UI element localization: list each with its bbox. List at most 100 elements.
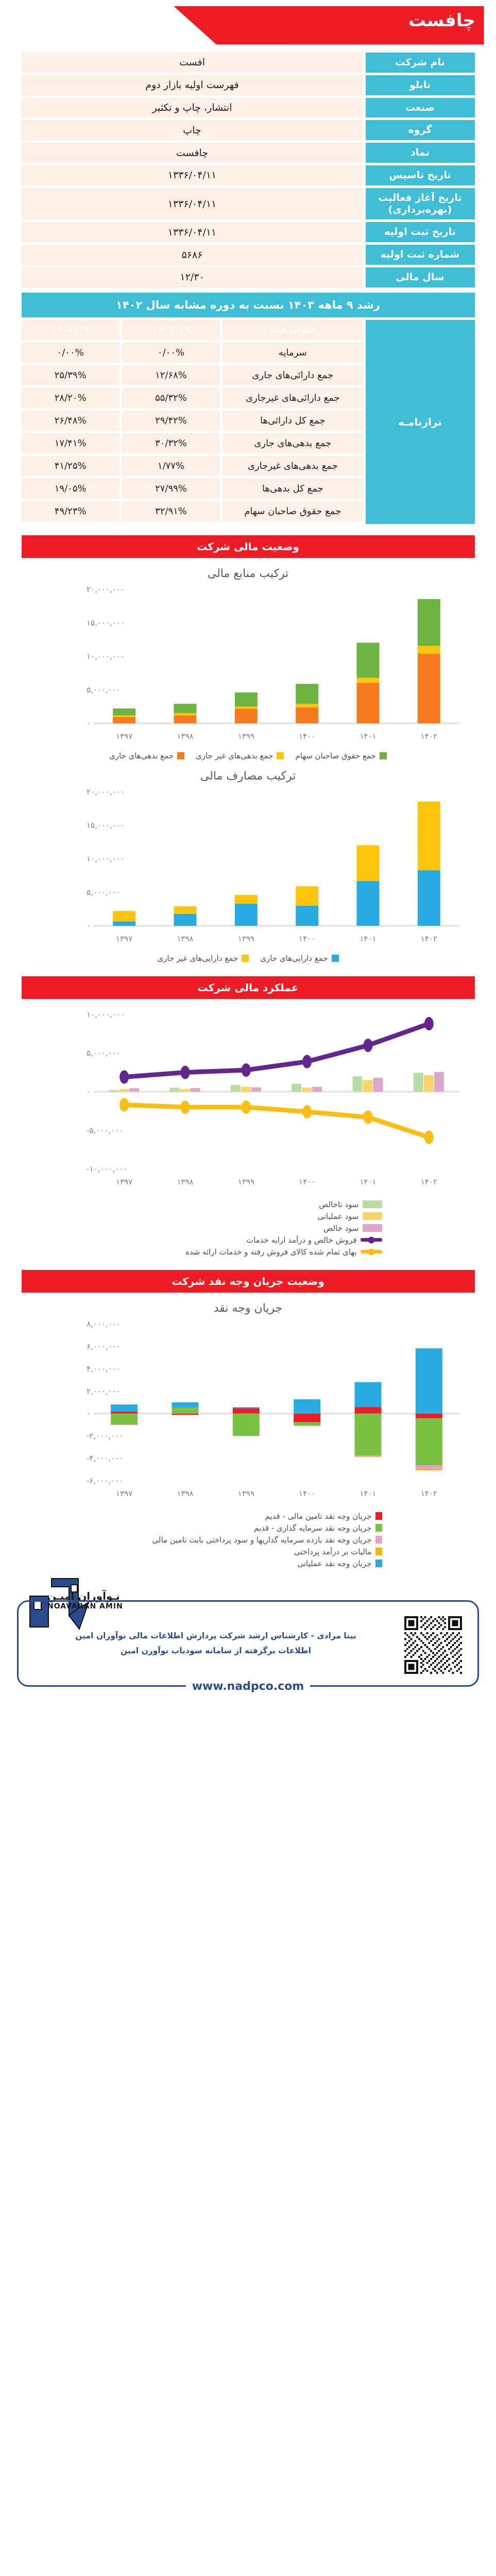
info-value: ۱۳۳۶/۰۴/۱۱: [21, 188, 363, 220]
svg-text:۱۳۹۸: ۱۳۹۸: [177, 934, 193, 943]
row-value-1402: ۲۸/۲۰%: [21, 387, 119, 408]
table-row: نماد چافست: [21, 143, 475, 163]
col-header-1402: ۱۴۰۲/۰۹: [21, 319, 119, 340]
svg-text:۲۰,۰۰۰,۰۰۰: ۲۰,۰۰۰,۰۰۰: [87, 585, 125, 594]
info-value: ۵۶۸۶: [21, 245, 363, 265]
svg-text:۱۴۰۱: ۱۴۰۱: [360, 1489, 376, 1498]
legend-label: مالیات بر درآمد پرداختی: [294, 1547, 372, 1556]
legend-item: جمع بدهی‌های غیر جاری: [196, 751, 284, 760]
legend-item: سود عملیاتی: [114, 1212, 382, 1221]
footer-card: بیتا مرادی - کارشناس ارشد شرکت پردازش اط…: [17, 1600, 479, 1693]
growth-table: ترازنامـه عنوان قلم ۱۴۰۳/۰۹ ۱۴۰۲/۰۹ سرما…: [21, 319, 475, 524]
info-label: نام شرکت: [365, 53, 475, 73]
legend-item: فروش خالص و درآمد ارایه خدمات: [114, 1235, 382, 1245]
svg-text:۱۴۰۱: ۱۴۰۱: [360, 732, 376, 741]
row-value-1402: ۱۹/۰۵%: [21, 478, 119, 499]
svg-text:۱۳۹۸: ۱۳۹۸: [177, 1177, 193, 1187]
legend-item: جریان وجه نقد سرمایه گذاری - قدیم: [114, 1523, 382, 1533]
chart-legend: سود ناخالص سود عملیاتی سود خالص فروش خال…: [16, 1196, 480, 1259]
section-banner-financial-position: وضعیت مالی شرکت: [21, 535, 475, 558]
legend-swatch: [362, 1212, 382, 1221]
svg-text:۱۰,۰۰۰,۰۰۰: ۱۰,۰۰۰,۰۰۰: [87, 1010, 125, 1019]
svg-text:۱۳۹۹: ۱۳۹۹: [237, 1489, 254, 1498]
table-row: نام شرکت افست: [21, 53, 475, 73]
svg-text:۰: ۰: [87, 921, 91, 930]
svg-text:۱۳۹۷: ۱۳۹۷: [116, 1177, 132, 1187]
svg-text:۰: ۰: [87, 1409, 91, 1418]
growth-banner: رشد ۹ ماهه ۱۴۰۳ نسبت به دوره مشابه سال ۱…: [21, 292, 475, 317]
legend-swatch: [375, 1560, 382, 1568]
company-info-table: نام شرکت افست تابلو فهرست اولیه بازار دو…: [21, 53, 475, 287]
svg-text:۱۳۹۷: ۱۳۹۷: [116, 934, 132, 943]
legend-label: سود عملیاتی: [317, 1211, 359, 1221]
legend-label: بهای تمام شده کالای فروش رفته و خدمات ار…: [185, 1247, 357, 1257]
info-value: ۱۳۳۶/۰۴/۱۱: [21, 165, 363, 185]
info-value: انتشار، چاپ و تکثیر: [21, 97, 363, 118]
info-label: نماد: [365, 143, 475, 163]
chart-cash-flow: جریان وجه نقد ۶,۰۰۰,۰۰۰- ۴,۰۰۰,۰۰۰- ۲,۰۰۰,…: [16, 1295, 480, 1570]
svg-text:۱۴۰۲: ۱۴۰۲: [420, 1489, 437, 1498]
legend-swatch: [177, 752, 185, 759]
svg-text:۱۵,۰۰۰,۰۰۰: ۱۵,۰۰۰,۰۰۰: [87, 821, 125, 830]
row-value-1402: ۱۷/۴۱%: [21, 433, 119, 453]
legend-item: سود ناخالص: [114, 1200, 382, 1209]
table-row: جمع بدهی‌های غیرجاری ۱/۷۷% ۴۱/۲۵%: [21, 455, 363, 476]
svg-text:۱۳۹۸: ۱۳۹۸: [177, 1489, 193, 1498]
svg-text:۴,۰۰۰,۰۰۰: ۴,۰۰۰,۰۰۰: [87, 1364, 121, 1374]
table-row: جمع کل بدهی‌ها ۲۷/۹۹% ۱۹/۰۵%: [21, 478, 363, 499]
chart-title: ترکیب مصارف مالی: [200, 769, 296, 783]
chart-financial-uses: ترکیب مصارف مالی ۰ ۵,۰۰۰,۰۰۰ ۱۰,۰۰۰,۰۰۰ ۱۵,…: [16, 762, 480, 965]
legend-swatch: [362, 1200, 382, 1209]
legend-swatch: [375, 1548, 382, 1556]
row-value-1403: ۲۹/۴۲%: [122, 410, 220, 431]
info-value: ۱۲/۳۰: [21, 267, 363, 287]
legend-swatch: [277, 752, 284, 759]
svg-text:۰: ۰: [87, 1087, 91, 1096]
row-value-1403: ۳۲/۹۱%: [122, 501, 220, 521]
footer-url-text: www.nadpco.com: [185, 1680, 311, 1693]
info-label: تاریخ ثبت اولیه: [365, 222, 475, 243]
legend-item: سود خالص: [114, 1224, 382, 1233]
svg-text:۱۳۹۷: ۱۳۹۷: [116, 1489, 132, 1498]
svg-text:۱۴۰۰: ۱۴۰۰: [299, 1489, 315, 1498]
table-row: گروه چاپ: [21, 120, 475, 141]
info-value: ۱۳۳۶/۰۴/۱۱: [21, 222, 363, 243]
row-value-1402: ۴۹/۲۳%: [21, 501, 119, 521]
svg-text:۶,۰۰۰,۰۰۰-: ۶,۰۰۰,۰۰۰-: [87, 1476, 123, 1485]
svg-text:۰: ۰: [87, 719, 91, 728]
row-item: جمع بدهی‌های غیرجاری: [223, 455, 363, 476]
row-value-1403: ۱/۷۷%: [122, 455, 220, 476]
info-label: تاریخ تاسیس: [365, 165, 475, 185]
legend-label: جریان وجه نقد عملیاتی: [297, 1558, 372, 1568]
legend-label: جریان وجه نقد بازده سرمایه گذاریها و سود…: [152, 1535, 372, 1545]
table-row: جمع کل دارائی‌ها ۲۹/۴۲% ۲۶/۴۸%: [21, 410, 363, 431]
legend-line-swatch: [360, 1238, 382, 1242]
legend-line-swatch: [360, 1250, 382, 1254]
legend-item: جریان وجه نقد عملیاتی: [114, 1559, 382, 1568]
legend-item: جریان وجه نقد بازده سرمایه گذاریها و سود…: [114, 1535, 382, 1545]
table-row: جمع حقوق صاحبان سهام ۳۲/۹۱% ۴۹/۲۳%: [21, 501, 363, 521]
row-value-1403: ۳۰/۳۲%: [122, 433, 220, 453]
legend-label: جمع دارایی‌های جاری: [260, 953, 328, 963]
svg-text:۱۴۰۰: ۱۴۰۰: [299, 1177, 315, 1187]
footer-url[interactable]: www.nadpco.com: [19, 1680, 477, 1693]
table-row: جمع دارائی‌های غیرجاری ۵۵/۳۲% ۲۸/۲۰%: [21, 387, 363, 408]
header-banner: چافست: [0, 0, 496, 49]
row-value-1402: ۲۶/۴۸%: [21, 410, 119, 431]
legend-swatch: [375, 1512, 382, 1520]
row-item: جمع حقوق صاحبان سهام: [223, 501, 363, 521]
legend-label: سود ناخالص: [319, 1199, 359, 1209]
table-row: تاریخ آغاز فعالیت (بهره‌برداری) ۱۳۳۶/۰۴/…: [21, 188, 475, 220]
chart-legend: جریان وجه نقد تامین مالی - قدیم جریان وج…: [16, 1507, 480, 1570]
table-header-row: عنوان قلم ۱۴۰۳/۰۹ ۱۴۰۲/۰۹: [21, 319, 363, 340]
qr-code-icon[interactable]: [404, 1616, 462, 1674]
svg-text:۵,۰۰۰,۰۰۰: ۵,۰۰۰,۰۰۰: [87, 888, 121, 897]
legend-swatch: [379, 752, 387, 759]
legend-item: جمع بدهی‌های جاری: [109, 751, 185, 760]
row-item: سرمایه: [223, 342, 363, 363]
svg-text:۴,۰۰۰,۰۰۰-: ۴,۰۰۰,۰۰۰-: [87, 1453, 123, 1463]
svg-text:۲,۰۰۰,۰۰۰-: ۲,۰۰۰,۰۰۰-: [87, 1431, 123, 1440]
footer: نـوآوران امیـن NOAVARAN AMIN: [0, 1575, 496, 1704]
legend-swatch: [331, 954, 339, 962]
